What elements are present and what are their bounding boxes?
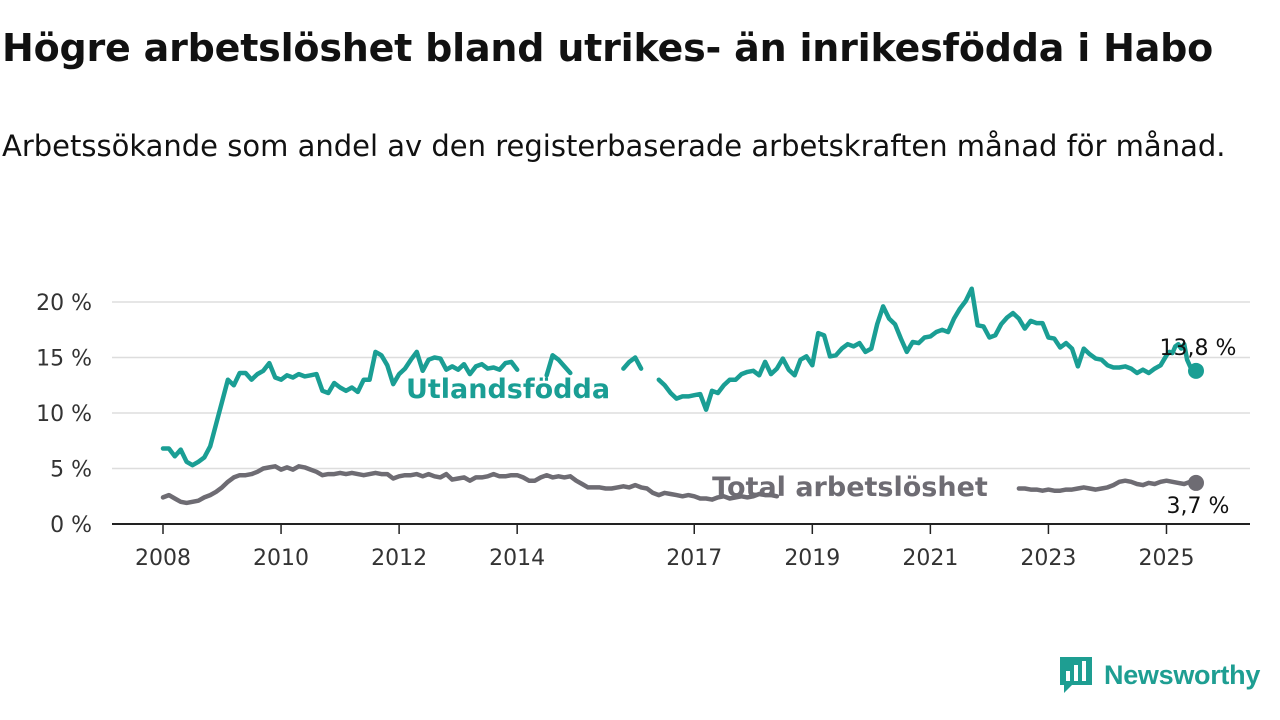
y-tick-label: 10 % xyxy=(36,402,92,427)
x-axis: 2008 2010 2012 2014 2017 2019 2021 2023 2025 xyxy=(135,524,1194,571)
x-tick-label: 2019 xyxy=(784,546,840,571)
y-axis: 0 % 5 % 10 % 15 % 20 % xyxy=(36,291,92,538)
x-tick-label: 2025 xyxy=(1138,546,1194,571)
series-line xyxy=(160,464,1199,506)
y-tick-label: 15 % xyxy=(36,347,92,372)
y-tick-label: 0 % xyxy=(50,513,92,538)
grid-lines xyxy=(112,301,1250,525)
x-tick-label: 2021 xyxy=(902,546,958,571)
x-tick-label: 2023 xyxy=(1020,546,1076,571)
x-tick-label: 2014 xyxy=(489,546,545,571)
x-tick-label: 2010 xyxy=(253,546,309,571)
series-line xyxy=(160,286,1199,468)
series-end-marker xyxy=(1188,474,1204,491)
series-end-marker xyxy=(1188,362,1204,379)
chart-subtitle: Arbetssökande som andel av den registerb… xyxy=(2,129,1226,163)
x-tick-label: 2008 xyxy=(135,546,191,571)
brand-name: Newsworthy xyxy=(1104,659,1261,690)
newsworthy-logo-icon xyxy=(1060,657,1092,693)
newsworthy-logo: Newsworthy xyxy=(1058,654,1260,696)
series-end-value-label: 13,8 % xyxy=(1160,336,1237,361)
x-tick-label: 2017 xyxy=(666,546,722,571)
series-name-label: Total arbetslöshet xyxy=(712,472,988,503)
y-tick-label: 20 % xyxy=(36,291,92,316)
series-name-label: Utlandsfödda xyxy=(406,374,610,405)
chart-title: Högre arbetslöshet bland utrikes- än inr… xyxy=(2,26,1214,70)
series-lines xyxy=(160,286,1204,506)
series-end-value-label: 3,7 % xyxy=(1167,494,1230,519)
y-tick-label: 5 % xyxy=(50,458,92,483)
series-labels: 13,8 % Utlandsfödda 3,7 % Total arbetslöshe… xyxy=(406,336,1237,519)
x-tick-label: 2012 xyxy=(371,546,427,571)
